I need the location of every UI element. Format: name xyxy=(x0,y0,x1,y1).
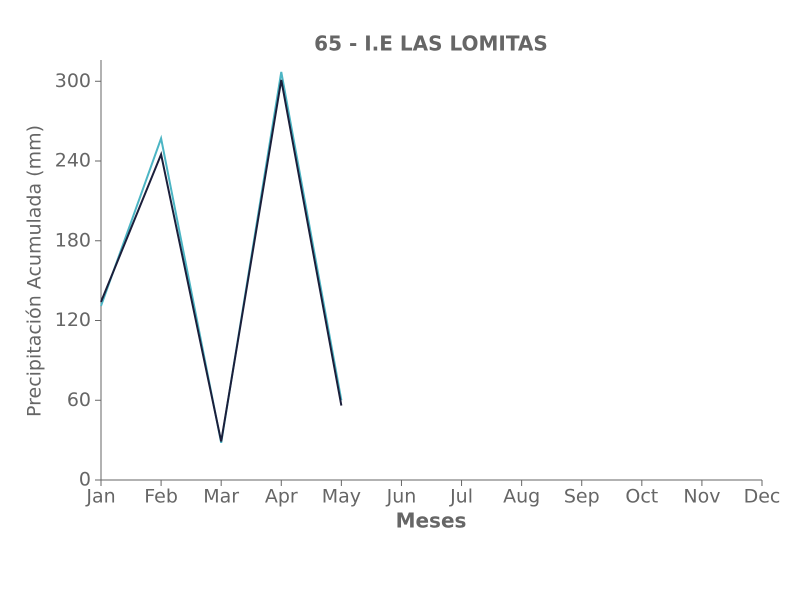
x-tick-label: Apr xyxy=(265,486,298,508)
series-line xyxy=(100,79,343,442)
y-axis-label: Precipitación Acumulada (mm) xyxy=(24,125,46,417)
x-axis-label: Meses xyxy=(396,509,467,533)
x-tick-label: Jan xyxy=(85,486,115,508)
x-tick-label: Mar xyxy=(203,486,239,508)
series-line xyxy=(100,71,343,443)
y-tick-label: 300 xyxy=(55,70,91,92)
y-tick-label: 60 xyxy=(67,389,91,411)
x-tick-label: Sep xyxy=(564,486,600,508)
x-tick-label: Feb xyxy=(144,486,178,508)
chart-title: 65 - I.E LAS LOMITAS xyxy=(314,32,548,56)
x-tick-label: May xyxy=(322,486,361,508)
y-tick-label: 120 xyxy=(55,309,91,331)
x-tick-label: Nov xyxy=(683,486,720,508)
x-tick-label: Jul xyxy=(449,486,473,508)
x-tick-label: Aug xyxy=(503,486,540,508)
x-tick-label: Dec xyxy=(744,486,781,508)
x-tick-label: Jun xyxy=(386,486,417,508)
y-tick-label: 240 xyxy=(55,150,91,172)
y-tick-label: 180 xyxy=(55,229,91,251)
y-tick-label: 0 xyxy=(79,469,91,491)
x-tick-label: Oct xyxy=(625,486,658,508)
